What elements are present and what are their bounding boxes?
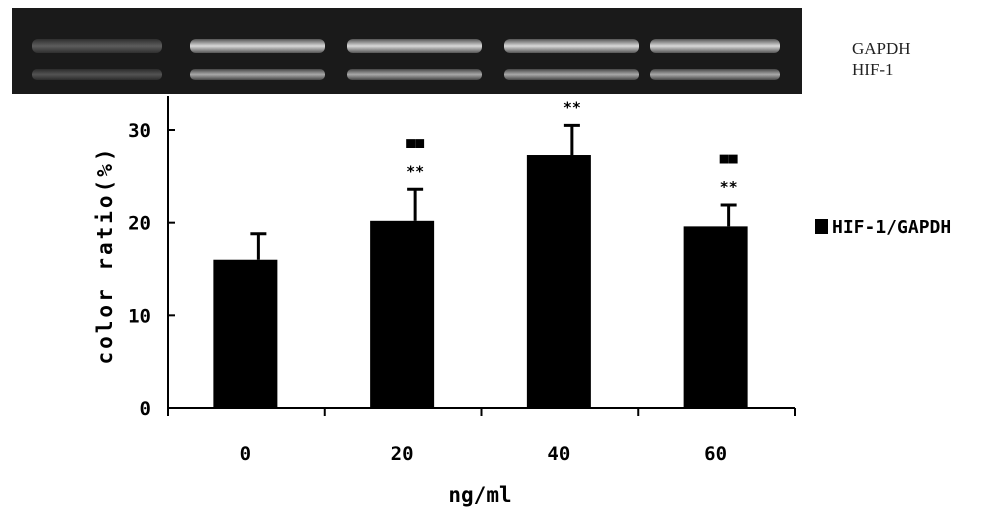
significance-stars: ** — [563, 98, 581, 116]
gel-bands — [32, 39, 780, 80]
bar — [213, 259, 278, 408]
significance-stars: ** — [406, 162, 424, 180]
legend: HIF-1/GAPDH — [815, 217, 951, 238]
x-axis-title: ng/ml — [448, 483, 511, 507]
gel-label-gapdh: GAPDH — [852, 39, 911, 58]
x-tick-label: 40 — [547, 443, 570, 465]
gel-band-hif1 — [190, 69, 325, 80]
significance-squares: ■■ — [720, 149, 738, 167]
axes-layer — [167, 96, 796, 416]
gel-band-labels: GAPDH HIF-1 — [852, 38, 911, 80]
gel-band-gapdh — [32, 39, 162, 53]
significance-stars: ** — [720, 178, 738, 196]
legend-swatch — [815, 219, 828, 234]
bars-layer — [213, 123, 748, 408]
labels-layer: 0 10 20 30 0 20 ** ■■ 40 ** 60 ** ■■ — [128, 98, 738, 465]
y-tick-label: 10 — [128, 305, 151, 327]
gel-band-hif1 — [504, 69, 639, 80]
bar — [370, 220, 435, 408]
bar — [683, 226, 748, 408]
y-axis-title: color ratio(%) — [93, 145, 117, 364]
gel-band-hif1 — [650, 69, 780, 80]
y-tick-label: 20 — [128, 213, 151, 235]
bar — [526, 155, 591, 408]
western-blot-image — [12, 8, 802, 94]
y-tick-label: 30 — [128, 120, 151, 142]
gel-band-hif1 — [347, 69, 482, 80]
gel-band-gapdh — [504, 39, 639, 53]
gel-band-hif1 — [32, 69, 162, 80]
significance-squares: ■■ — [406, 133, 424, 151]
gel-band-gapdh — [650, 39, 780, 53]
x-tick-label: 60 — [704, 443, 727, 465]
gel-label-hif1: HIF-1 — [852, 60, 894, 79]
x-tick-label: 20 — [391, 443, 414, 465]
legend-label: HIF-1/GAPDH — [832, 217, 951, 238]
gel-band-gapdh — [347, 39, 482, 53]
gel-band-gapdh — [190, 39, 325, 53]
x-tick-label: 0 — [240, 443, 251, 465]
y-tick-label: 0 — [140, 398, 151, 420]
